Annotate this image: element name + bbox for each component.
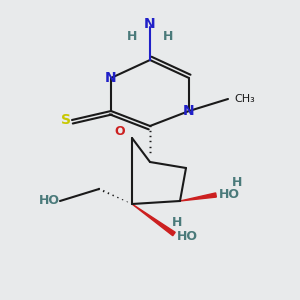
Text: H: H	[232, 176, 242, 190]
Text: H: H	[163, 29, 173, 43]
Text: H: H	[172, 215, 182, 229]
Text: N: N	[144, 17, 156, 31]
Polygon shape	[180, 193, 216, 201]
Text: CH₃: CH₃	[234, 94, 255, 104]
Text: N: N	[183, 104, 195, 118]
Polygon shape	[132, 204, 175, 236]
Text: N: N	[105, 71, 117, 85]
Text: H: H	[127, 29, 137, 43]
Text: S: S	[61, 113, 71, 127]
Text: HO: HO	[39, 194, 60, 208]
Text: O: O	[115, 125, 125, 139]
Text: HO: HO	[177, 230, 198, 244]
Text: HO: HO	[219, 188, 240, 202]
